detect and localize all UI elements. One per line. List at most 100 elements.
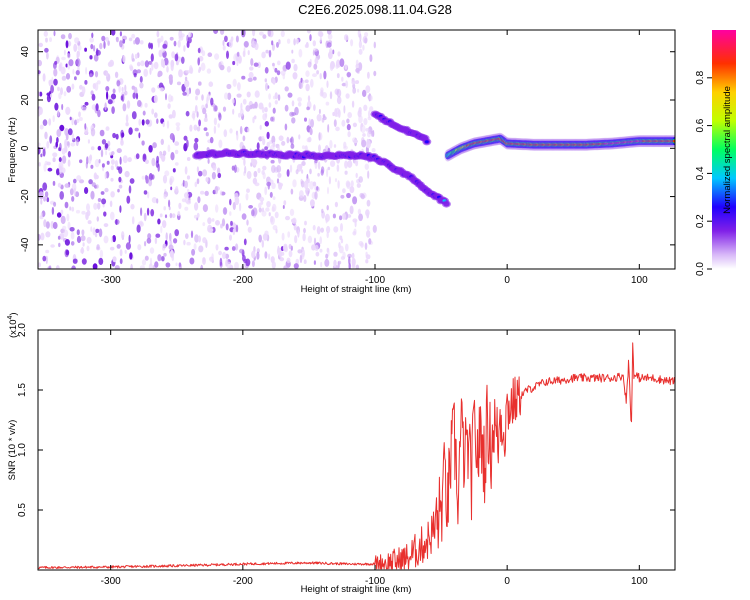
noise-mark — [148, 263, 153, 269]
noise-mark — [320, 166, 325, 174]
noise-mark — [287, 92, 293, 98]
noise-mark — [320, 261, 323, 268]
noise-mark — [151, 108, 155, 115]
noise-mark — [185, 110, 190, 117]
x-tick-label: -200 — [233, 275, 253, 286]
noise-mark — [99, 129, 105, 137]
noise-mark — [358, 176, 364, 183]
noise-mark — [353, 159, 359, 164]
noise-mark — [274, 100, 278, 105]
colorbar-tick-label: 0.2 — [695, 214, 706, 228]
noise-mark — [337, 261, 340, 269]
noise-mark — [122, 155, 128, 164]
noise-mark — [232, 228, 236, 236]
noise-mark — [281, 140, 286, 146]
noise-mark — [202, 222, 206, 227]
noise-mark — [149, 257, 153, 266]
noise-mark — [320, 87, 324, 94]
noise-mark — [304, 220, 307, 226]
noise-mark — [174, 53, 179, 62]
snr-x-label: Height of straight line (km) — [301, 584, 412, 595]
noise-mark — [126, 100, 131, 109]
noise-mark — [103, 235, 109, 244]
y-tick-label: 1.5 — [17, 383, 28, 397]
noise-mark — [110, 159, 115, 165]
noise-mark — [258, 207, 262, 213]
noise-mark — [325, 253, 329, 259]
noise-mark — [151, 157, 156, 167]
noise-mark — [162, 59, 165, 69]
noise-mark — [92, 83, 96, 89]
noise-mark — [272, 141, 276, 148]
noise-mark — [160, 138, 164, 145]
noise-mark — [232, 60, 236, 66]
noise-mark — [265, 49, 269, 54]
noise-mark — [95, 103, 99, 112]
noise-mark — [340, 223, 343, 232]
noise-mark — [198, 119, 202, 127]
noise-mark — [243, 238, 247, 246]
noise-mark — [289, 164, 293, 173]
noise-mark — [247, 77, 253, 83]
noise-mark — [309, 128, 313, 136]
noise-mark — [224, 246, 229, 251]
noise-mark — [257, 167, 261, 174]
noise-mark — [220, 30, 225, 35]
colorbar-tick-label: 0.4 — [695, 166, 706, 180]
noise-mark — [75, 70, 80, 76]
noise-mark — [109, 246, 115, 251]
noise-mark — [144, 102, 148, 108]
noise-mark — [115, 219, 118, 225]
noise-mark — [198, 245, 204, 253]
noise-mark — [264, 121, 269, 127]
noise-mark — [355, 63, 360, 69]
noise-mark — [352, 218, 358, 223]
noise-mark — [200, 190, 205, 195]
noise-mark — [319, 36, 322, 43]
noise-mark — [214, 53, 220, 60]
noise-mark — [169, 133, 175, 140]
noise-mark — [103, 211, 107, 217]
noise-mark — [296, 38, 299, 45]
noise-mark — [97, 109, 101, 118]
noise-mark — [124, 84, 127, 92]
noise-mark — [52, 221, 58, 230]
noise-mark — [240, 102, 243, 111]
noise-mark — [319, 236, 323, 245]
noise-mark — [84, 80, 88, 85]
noise-mark — [69, 206, 72, 211]
noise-mark — [57, 86, 60, 92]
noise-mark — [106, 160, 110, 165]
noise-mark — [156, 155, 160, 164]
noise-mark — [349, 186, 355, 194]
noise-mark — [365, 128, 370, 132]
noise-mark — [159, 213, 163, 218]
noise-mark — [346, 72, 352, 78]
noise-mark — [286, 136, 290, 144]
noise-mark — [148, 173, 153, 181]
noise-mark — [162, 150, 167, 156]
noise-mark — [215, 204, 219, 213]
noise-mark — [369, 54, 373, 62]
colorbar-tick-label: 0.6 — [695, 118, 706, 132]
noise-mark — [169, 36, 174, 41]
noise-mark — [271, 40, 274, 46]
noise-mark — [211, 218, 215, 222]
noise-mark — [272, 78, 276, 85]
noise-mark — [349, 205, 354, 215]
noise-mark — [333, 144, 337, 148]
noise-mark — [251, 103, 256, 109]
noise-mark — [276, 247, 281, 256]
noise-mark — [163, 206, 166, 211]
noise-mark — [332, 49, 335, 55]
noise-mark — [164, 170, 170, 177]
noise-mark — [313, 260, 316, 265]
snr-scale-prefix: (x10 — [8, 320, 19, 338]
noise-mark — [268, 102, 272, 108]
noise-mark — [196, 212, 200, 219]
noise-mark — [91, 32, 94, 39]
noise-mark — [246, 188, 250, 193]
noise-mark — [49, 93, 53, 98]
noise-mark — [226, 50, 229, 59]
noise-mark — [197, 196, 201, 204]
